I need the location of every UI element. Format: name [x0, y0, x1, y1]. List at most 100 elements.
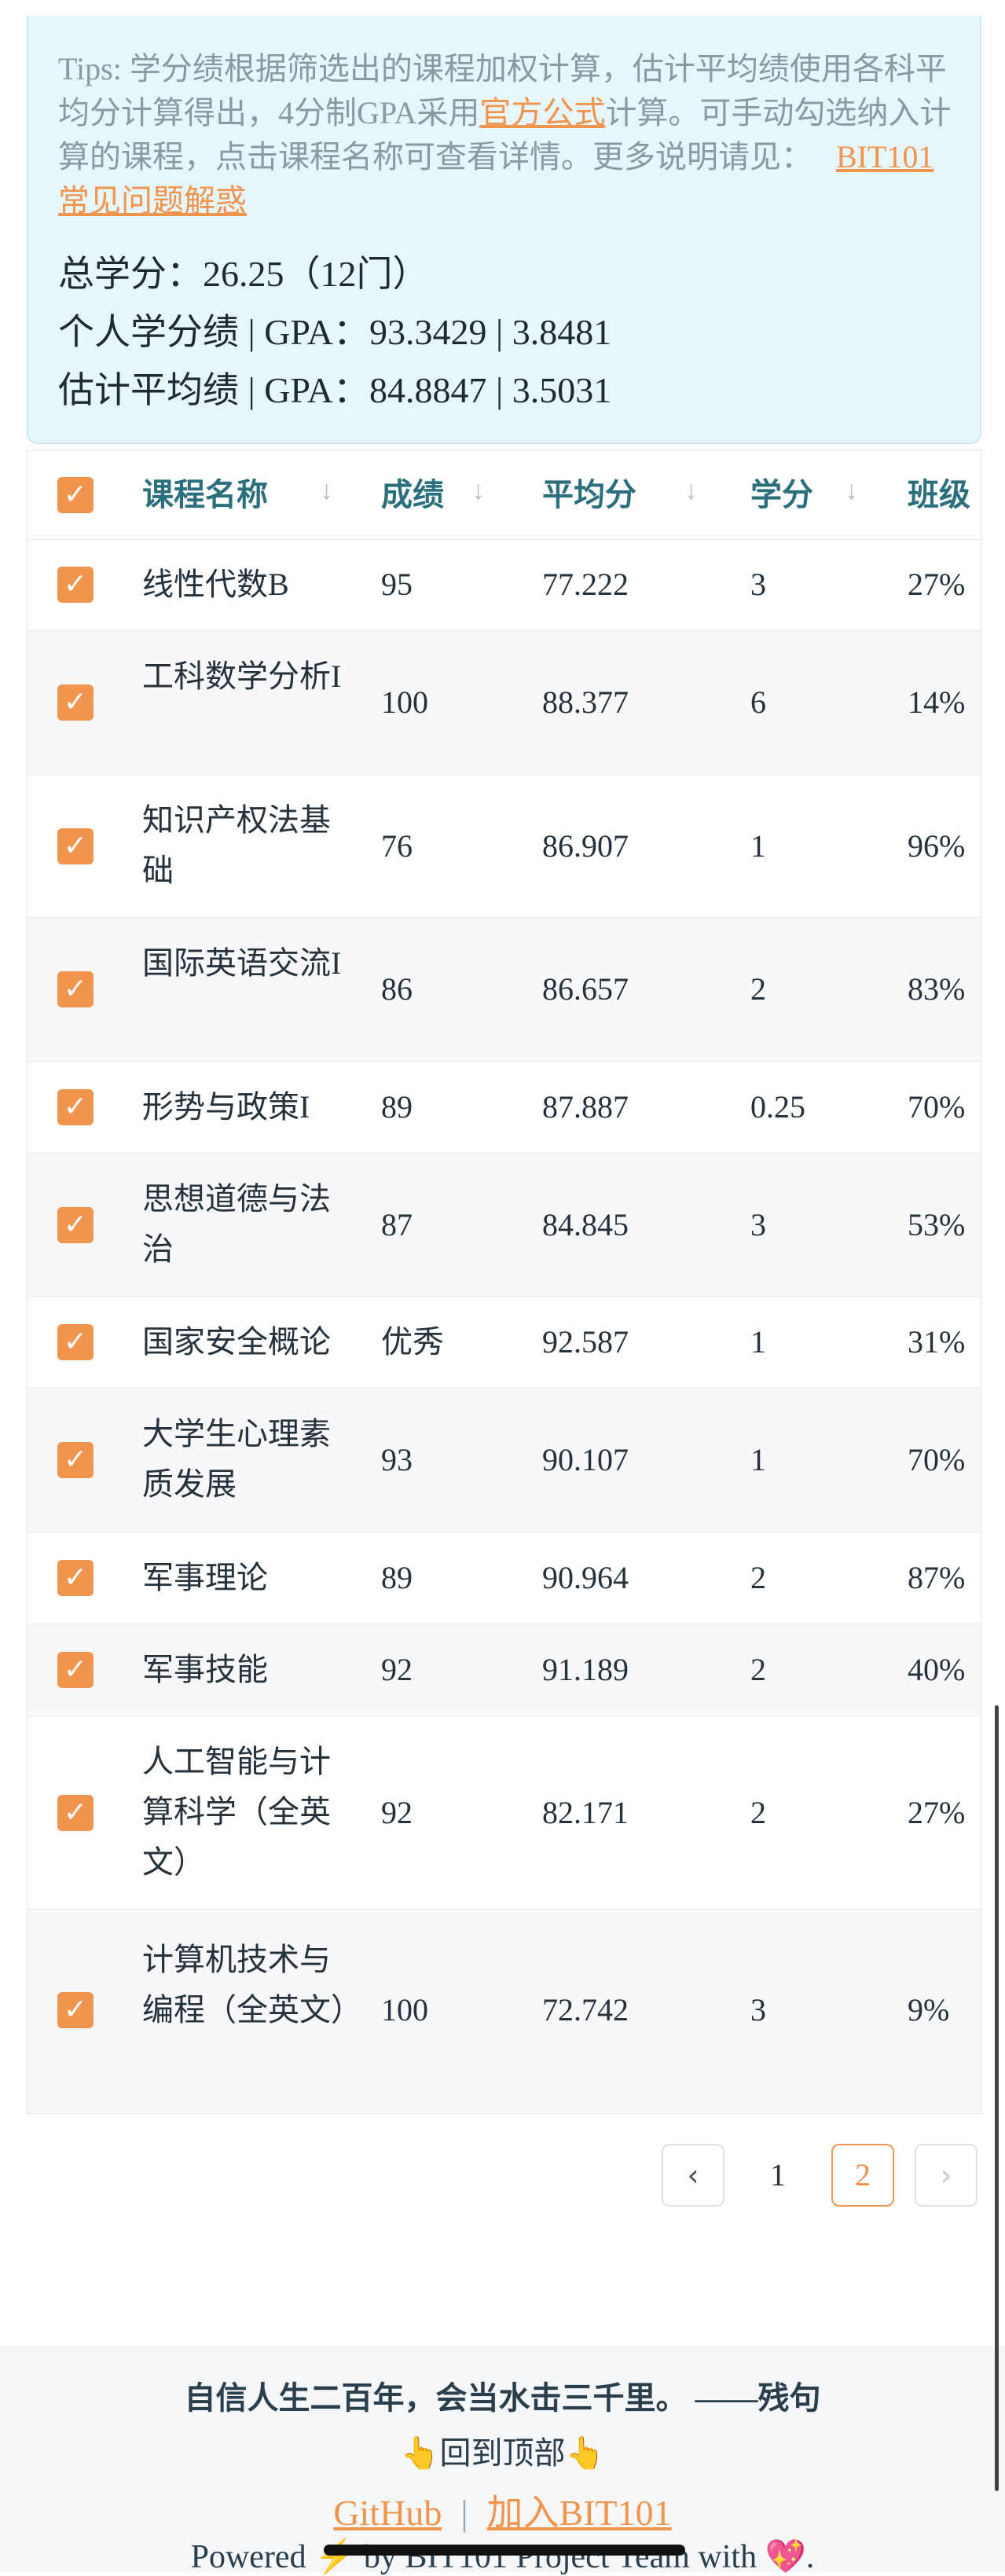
pointing-up-icon: 👆 [565, 2435, 605, 2471]
row-checkbox[interactable]: ✓ [57, 1795, 94, 1831]
total-credits: 总学分：26.25（12门） [58, 254, 429, 294]
course-average: 91.189 [542, 1652, 629, 1687]
course-score: 93 [381, 1442, 413, 1477]
course-name[interactable]: 人工智能与计算科学（全英文） [142, 1744, 331, 1880]
table-row: ✓ 形势与政策I 89 87.887 0.25 70% [28, 1062, 981, 1154]
sort-average-icon[interactable]: ↓ [684, 476, 698, 505]
course-average: 92.587 [542, 1324, 629, 1360]
tips-middle: 计算。可手动勾选纳入计算的课程，点击课程名称可查看详情。更多说明请见： [58, 95, 952, 174]
course-name[interactable]: 形势与政策I [142, 1089, 310, 1125]
link-separator: | [460, 2493, 468, 2533]
row-checkbox[interactable]: ✓ [57, 828, 94, 864]
course-average: 90.107 [542, 1442, 629, 1477]
course-rank: 70% [908, 1442, 966, 1477]
course-name[interactable]: 国家安全概论 [142, 1324, 331, 1360]
scrollbar[interactable] [995, 1705, 999, 2491]
course-credit: 2 [750, 971, 766, 1007]
back-to-top-link[interactable]: 👆回到顶部👆 [0, 2427, 1005, 2473]
row-checkbox[interactable]: ✓ [57, 684, 94, 721]
row-checkbox[interactable]: ✓ [57, 1442, 94, 1478]
course-score: 86 [381, 971, 413, 1007]
footer-links: GitHub | 加入BIT101 [0, 2484, 1005, 2536]
course-rank: 27% [908, 1795, 966, 1830]
powered-by-text: Powered ⚡ by BIT101 Project Team with 💖. [190, 2539, 815, 2575]
course-average: 77.222 [542, 567, 629, 602]
course-rank: 31% [908, 1324, 966, 1360]
official-formula-link[interactable]: 官方公式 [479, 95, 606, 130]
course-rank: 40% [908, 1652, 966, 1687]
select-all-checkbox[interactable]: ✓ [57, 477, 94, 513]
course-credit: 1 [750, 1442, 766, 1477]
course-average: 86.907 [542, 828, 629, 864]
row-checkbox[interactable]: ✓ [57, 1560, 94, 1596]
page-2-button[interactable]: 2 [831, 2144, 894, 2207]
course-average: 87.887 [542, 1089, 629, 1125]
course-credit: 3 [750, 1207, 766, 1242]
course-score: 92 [381, 1795, 413, 1830]
prev-page-button[interactable]: ‹ [662, 2144, 724, 2207]
course-name[interactable]: 知识产权法基础 [142, 802, 331, 888]
table-header: ✓ 课程名称 ↓ 成绩 ↓ 平均分 ↓ 学分 ↓ 班级 [28, 451, 981, 540]
course-credit: 3 [750, 1992, 766, 2027]
course-average: 86.657 [542, 971, 629, 1007]
sort-score-icon[interactable]: ↓ [471, 476, 485, 505]
course-credit: 3 [750, 567, 766, 602]
sort-credit-icon[interactable]: ↓ [845, 476, 858, 505]
header-score[interactable]: 成绩 [381, 477, 444, 512]
course-credit: 2 [750, 1560, 766, 1595]
course-score: 100 [381, 1992, 428, 2027]
course-name[interactable]: 线性代数B [142, 567, 289, 602]
row-checkbox[interactable]: ✓ [57, 971, 94, 1007]
row-checkbox[interactable]: ✓ [57, 567, 94, 603]
next-page-button[interactable]: › [915, 2144, 977, 2207]
course-credit: 6 [750, 684, 766, 720]
table-row: ✓ 线性代数B 95 77.222 3 27% [28, 539, 981, 631]
course-credit: 2 [750, 1795, 766, 1830]
course-table: ✓ 课程名称 ↓ 成绩 ↓ 平均分 ↓ 学分 ↓ 班级 ✓ 线性代数B 95 7… [27, 450, 981, 2114]
row-checkbox[interactable]: ✓ [57, 1324, 94, 1360]
header-credit[interactable]: 学分 [750, 477, 813, 512]
tips-box: Tips: 学分绩根据筛选出的课程加权计算，估计平均绩使用各科平均分计算得出，4… [27, 16, 981, 444]
faq-link[interactable]: BIT101常见问题解惑 [58, 139, 934, 218]
course-rank: 9% [908, 1992, 950, 2027]
estimated-gpa: 估计平均绩 | GPA：84.8847 | 3.5031 [58, 370, 612, 410]
course-rank: 27% [908, 567, 966, 602]
back-to-top-label[interactable]: 回到顶部 [439, 2435, 566, 2471]
header-course-name[interactable]: 课程名称 [142, 477, 268, 512]
course-average: 82.171 [542, 1795, 629, 1830]
tips-prefix: Tips: 学分绩根据筛选出的课程加权计算，估计平均绩使用各科平均分计算得出，4… [58, 51, 947, 130]
course-name[interactable]: 军事理论 [142, 1560, 268, 1595]
course-credit: 1 [750, 828, 766, 864]
row-checkbox[interactable]: ✓ [57, 1089, 94, 1125]
tips-text: Tips: 学分绩根据筛选出的课程加权计算，估计平均绩使用各科平均分计算得出，4… [58, 47, 954, 223]
course-name[interactable]: 大学生心理素质发展 [142, 1416, 331, 1502]
course-name[interactable]: 工科数学分析I [142, 659, 342, 694]
home-indicator[interactable] [324, 2545, 685, 2556]
page-1-button[interactable]: 1 [770, 2157, 786, 2193]
course-name[interactable]: 军事技能 [142, 1652, 268, 1687]
header-average[interactable]: 平均分 [542, 477, 636, 512]
row-checkbox[interactable]: ✓ [57, 1652, 94, 1688]
row-checkbox[interactable]: ✓ [57, 1207, 94, 1243]
course-score: 76 [381, 828, 413, 864]
row-checkbox[interactable]: ✓ [57, 1992, 94, 2028]
course-name[interactable]: 计算机技术与编程（全英文） [142, 1942, 362, 2027]
table-row: ✓ 军事技能 92 91.189 2 40% [28, 1624, 981, 1716]
course-name[interactable]: 思想道德与法治 [142, 1181, 331, 1267]
course-rank: 87% [908, 1560, 966, 1595]
course-score: 89 [381, 1560, 413, 1595]
course-average: 72.742 [542, 1992, 629, 2027]
personal-gpa: 个人学分绩 | GPA：93.3429 | 3.8481 [58, 312, 612, 352]
course-average: 88.377 [542, 684, 629, 720]
github-link[interactable]: GitHub [333, 2493, 442, 2533]
sort-name-icon[interactable]: ↓ [320, 476, 333, 505]
course-rank: 96% [908, 828, 966, 864]
table-row: ✓ 军事理论 89 90.964 2 87% [28, 1532, 981, 1624]
course-score: 87 [381, 1207, 413, 1242]
table-row: ✓ 国际英语交流I 86 86.657 2 83% [28, 918, 981, 1062]
header-class-rank[interactable]: 班级 [908, 477, 970, 512]
course-score: 95 [381, 567, 413, 602]
join-bit101-link[interactable]: 加入BIT101 [486, 2493, 672, 2533]
pointing-up-icon: 👆 [400, 2435, 440, 2471]
course-name[interactable]: 国际英语交流I [142, 945, 342, 981]
